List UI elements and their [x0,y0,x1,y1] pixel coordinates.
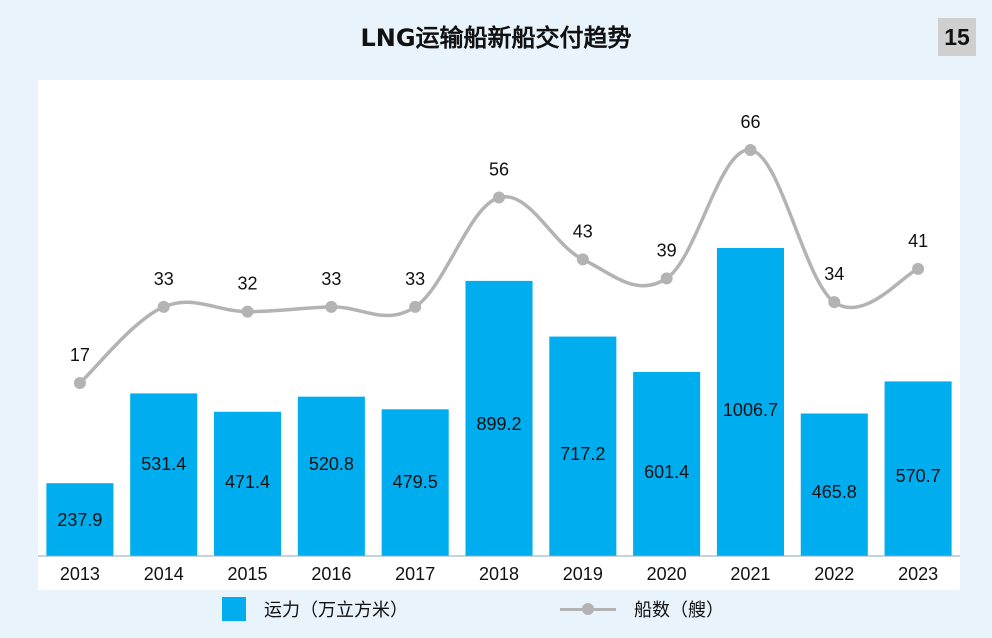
ships-point-2013 [73,377,86,389]
x-tick-2022: 2022 [814,564,854,584]
x-tick-2015: 2015 [228,564,268,584]
ships-point-2017 [409,300,422,313]
bar-label-2019: 717.2 [560,444,605,464]
bar-label-2015: 471.4 [225,472,270,492]
bar-label-2020: 601.4 [644,462,689,482]
bar-2022 [800,413,868,556]
bar-label-2016: 520.8 [309,454,354,474]
x-tick-2016: 2016 [311,564,351,584]
ships-label-2016: 33 [321,269,341,289]
ships-point-2014 [157,300,170,313]
ships-label-2018: 56 [489,160,509,180]
ships-label-2013: 17 [70,345,90,365]
legend-label-capacity: 运力（万立方米） [264,600,408,621]
x-tick-2020: 2020 [647,564,687,584]
bar-2018 [465,280,533,556]
bar-2015 [214,411,282,556]
legend-swatch-line [560,597,616,621]
bar-label-2018: 899.2 [476,414,521,434]
bar-2021 [716,248,784,556]
ships-label-2022: 34 [824,264,844,284]
x-tick-2018: 2018 [479,564,519,584]
x-tick-2023: 2023 [898,564,938,584]
bar-label-2022: 465.8 [812,482,857,502]
legend-label-ships: 船数（艘） [634,600,724,621]
bar-label-2021: 1006.7 [723,400,778,420]
bar-label-2017: 479.5 [393,472,438,492]
ships-label-2021: 66 [740,112,760,132]
ships-point-2019 [576,253,589,266]
x-tick-2017: 2017 [395,564,435,584]
ships-point-2020 [660,272,673,285]
ships-point-2016 [325,300,338,313]
ships-line [78,148,919,385]
x-tick-2019: 2019 [563,564,603,584]
bar-label-2023: 570.7 [896,466,941,486]
bar-2013 [46,483,114,556]
ships-point-2021 [744,144,757,156]
ships-point-2022 [828,296,841,309]
bar-2014 [130,393,198,556]
ships-point-2015 [241,305,254,318]
bar-2016 [297,396,365,556]
legend: 运力（万立方米） 船数（艘） [0,596,992,626]
bar-label-2014: 531.4 [141,454,186,474]
ships-label-2015: 32 [238,274,258,294]
chart-title: LNG运输船新船交付趋势 [360,24,632,52]
ships-label-2017: 33 [405,269,425,289]
bar-2023 [884,381,952,556]
legend-item-ships: 船数（艘） [560,596,724,622]
legend-item-capacity: 运力（万立方米） [222,596,408,622]
bar-2020 [633,372,701,556]
ships-label-2023: 41 [908,231,928,251]
ships-point-2023 [912,262,925,275]
ships-point-2018 [493,191,505,204]
x-tick-2013: 2013 [60,564,100,584]
ships-label-2020: 39 [657,240,677,260]
bar-label-2013: 237.9 [57,510,102,530]
bar-2019 [549,336,617,556]
x-tick-2014: 2014 [144,564,184,584]
ships-label-2014: 33 [154,269,174,289]
bar-2017 [381,409,449,556]
chart-canvas: 237.9 531.4 471.4 520.8 479.5 899.2 717.2 601.4… [38,112,960,584]
chart-panel: 237.9 531.4 471.4 520.8 479.5 899.2 717.2 601.4… [38,80,960,590]
legend-swatch-bar [222,597,246,621]
ships-label-2019: 43 [573,221,593,241]
x-tick-2021: 2021 [730,564,770,584]
page-number: 15 [938,18,976,56]
